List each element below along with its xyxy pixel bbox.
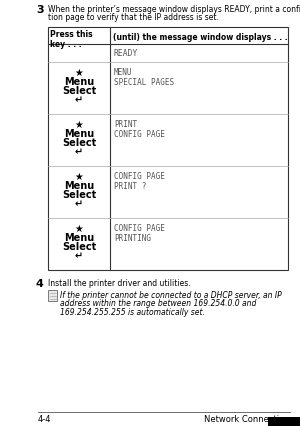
Text: Menu: Menu	[64, 129, 94, 139]
Text: ★: ★	[75, 172, 83, 181]
Text: tion page to verify that the IP address is set.: tion page to verify that the IP address …	[48, 13, 219, 22]
Text: If the printer cannot be connected to a DHCP server, an IP: If the printer cannot be connected to a …	[60, 290, 282, 299]
Text: (until) the message window displays . . .: (until) the message window displays . . …	[113, 33, 288, 42]
Text: Menu: Menu	[64, 233, 94, 242]
Text: 4: 4	[36, 278, 44, 288]
Text: Press this
key . . .: Press this key . . .	[50, 30, 93, 49]
Text: Menu: Menu	[64, 181, 94, 190]
Text: address within the range between 169.254.0.0 and: address within the range between 169.254…	[60, 299, 256, 308]
Bar	[268, 417, 300, 426]
Text: Select: Select	[62, 190, 96, 199]
Text: PRINTING: PRINTING	[114, 233, 151, 242]
Text: Select: Select	[62, 242, 96, 251]
Text: ★: ★	[75, 68, 83, 78]
Text: When the printer’s message window displays READY, print a configura-: When the printer’s message window displa…	[48, 5, 300, 14]
Bar	[48, 290, 57, 301]
Text: PRINT ?: PRINT ?	[114, 181, 146, 190]
Text: 169.254.255.255 is automatically set.: 169.254.255.255 is automatically set.	[60, 307, 205, 316]
Text: Install the printer driver and utilities.: Install the printer driver and utilities…	[48, 278, 190, 287]
Text: Menu: Menu	[64, 77, 94, 87]
Text: Select: Select	[62, 86, 96, 96]
Text: SPECIAL PAGES: SPECIAL PAGES	[114, 78, 174, 87]
Text: ↵: ↵	[75, 95, 83, 105]
Text: ↵: ↵	[75, 250, 83, 260]
Text: 4-4: 4-4	[38, 414, 52, 423]
Text: ↵: ↵	[75, 199, 83, 208]
Text: ★: ★	[75, 120, 83, 130]
Bar	[48, 28, 288, 271]
Text: READY: READY	[114, 49, 138, 58]
Text: CONFIG PAGE: CONFIG PAGE	[114, 224, 165, 233]
Text: Select: Select	[62, 138, 96, 148]
Text: Network Connection: Network Connection	[204, 414, 290, 423]
Text: MENU: MENU	[114, 68, 133, 77]
Text: 3: 3	[36, 5, 44, 15]
Text: CONFIG PAGE: CONFIG PAGE	[114, 130, 165, 139]
Text: ★: ★	[75, 224, 83, 233]
Text: CONFIG PAGE: CONFIG PAGE	[114, 172, 165, 181]
Text: PRINT: PRINT	[114, 120, 137, 129]
Text: ↵: ↵	[75, 147, 83, 157]
